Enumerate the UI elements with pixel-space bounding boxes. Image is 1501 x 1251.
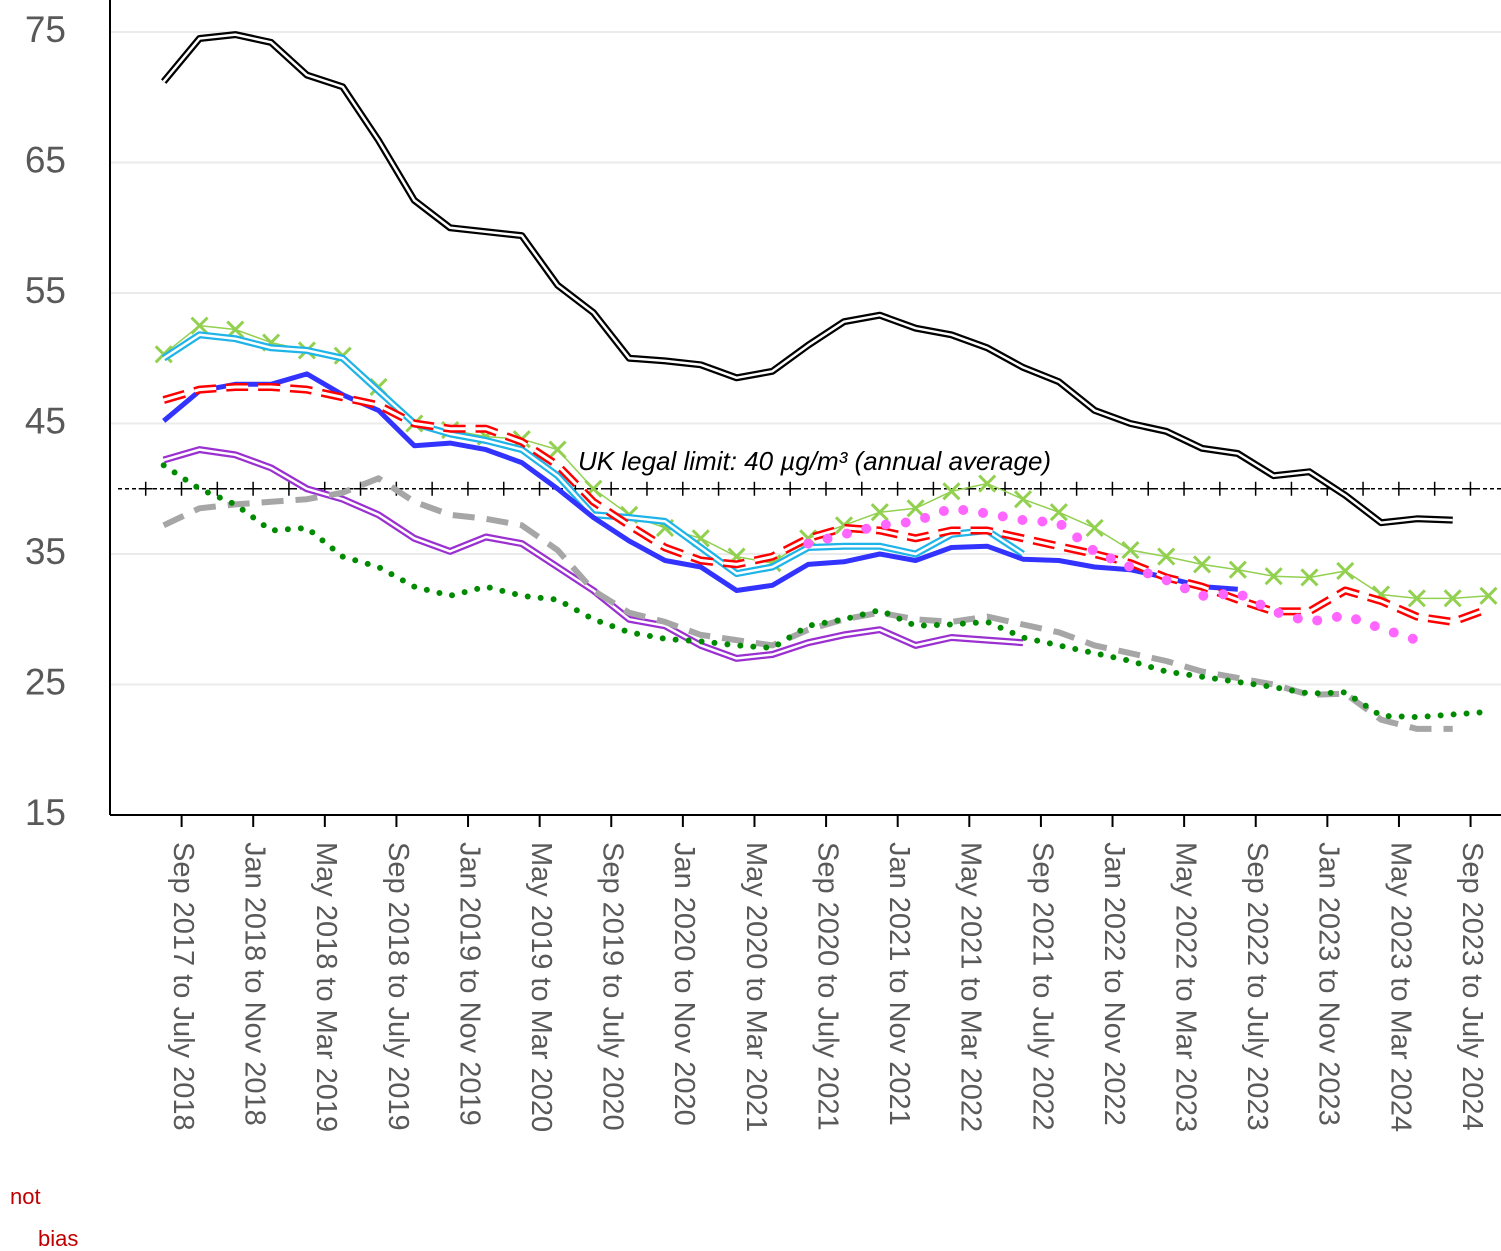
- limit-marker: [639, 481, 654, 496]
- y-tick-label: 75: [25, 9, 66, 50]
- x-tick-label: May 2022 to Mar 2023: [1169, 842, 1201, 1132]
- x-tick-label: May 2019 to Mar 2020: [525, 842, 557, 1132]
- limit-marker: [1069, 481, 1084, 496]
- y-tick-label: 35: [25, 531, 66, 572]
- x-marker: [906, 499, 925, 518]
- x-marker: [1300, 568, 1319, 587]
- series-line: [162, 475, 1453, 732]
- x-marker: [1192, 555, 1212, 574]
- x-marker: [1085, 518, 1104, 537]
- limit-marker: [1033, 481, 1048, 496]
- limit-marker: [1141, 481, 1156, 496]
- x-tick-label: Sep 2019 to July 2020: [597, 842, 629, 1131]
- x-tick-label: Sep 2018 to July 2019: [382, 842, 414, 1131]
- x-marker: [1479, 586, 1498, 605]
- limit-marker: [353, 481, 368, 496]
- x-marker: [1336, 561, 1355, 581]
- x-tick-label: May 2023 to Mar 2024: [1384, 842, 1416, 1132]
- x-tick-label: Sep 2023 to July 2024: [1456, 842, 1488, 1131]
- x-marker: [1013, 490, 1033, 509]
- limit-marker: [604, 481, 619, 496]
- limit-label: UK legal limit: 40 µg/m³ (annual average…: [578, 446, 1051, 476]
- y-tick-label: 55: [25, 270, 66, 311]
- limit-marker: [138, 481, 153, 496]
- limit-marker: [1356, 481, 1371, 496]
- limit-marker: [1284, 481, 1299, 496]
- x-marker: [942, 482, 961, 501]
- limit-marker: [1463, 481, 1478, 496]
- series-line-inner: [163, 385, 1490, 624]
- limit-marker: [747, 481, 762, 496]
- limit-marker: [1391, 481, 1406, 496]
- limit-marker: [675, 481, 690, 496]
- limit-marker: [1248, 481, 1263, 496]
- limit-marker: [890, 481, 905, 496]
- footnote: not: [10, 1184, 41, 1209]
- limit-marker: [460, 481, 475, 496]
- x-marker: [1264, 567, 1283, 586]
- x-tick-label: Jan 2019 to Nov 2019: [453, 842, 485, 1126]
- y-tick-label: 65: [25, 139, 66, 180]
- series-line-inner: [162, 33, 1453, 524]
- x-marker: [870, 503, 889, 522]
- limit-marker: [818, 481, 833, 496]
- x-tick-label: May 2020 to Mar 2021: [740, 842, 772, 1132]
- limit-marker: [1177, 481, 1192, 496]
- x-marker: [1121, 541, 1140, 560]
- limit-marker: [1427, 481, 1442, 496]
- limit-marker: [532, 481, 547, 496]
- y-tick-label: 45: [25, 400, 66, 441]
- series-line-inner: [163, 448, 1024, 660]
- x-marker: [1157, 547, 1176, 566]
- x-tick-label: Sep 2021 to July 2022: [1026, 842, 1058, 1131]
- limit-marker: [210, 481, 225, 496]
- x-tick-label: Sep 2017 to July 2018: [167, 842, 199, 1131]
- limit-marker: [425, 481, 440, 496]
- limit-marker: [174, 481, 189, 496]
- limit-marker: [1212, 481, 1227, 496]
- x-tick-label: Jan 2022 to Nov 2022: [1098, 842, 1130, 1126]
- y-tick-label: 25: [25, 661, 66, 702]
- x-marker: [978, 474, 997, 493]
- x-tick-label: Jan 2023 to Nov 2023: [1313, 842, 1345, 1126]
- x-marker: [548, 440, 567, 459]
- x-tick-label: Sep 2020 to July 2021: [811, 842, 843, 1131]
- limit-marker: [783, 481, 798, 496]
- limit-marker: [246, 481, 261, 496]
- limit-marker: [281, 481, 296, 496]
- limit-marker: [926, 481, 941, 496]
- limit-marker: [496, 481, 511, 496]
- x-marker: [190, 316, 209, 335]
- footnote: bias: [38, 1226, 78, 1251]
- y-tick-label: 15: [25, 792, 66, 833]
- x-tick-label: Jan 2020 to Nov 2020: [668, 842, 700, 1126]
- x-tick-label: May 2021 to Mar 2022: [955, 842, 987, 1132]
- x-tick-label: Jan 2018 to Nov 2018: [239, 842, 271, 1126]
- limit-marker: [711, 481, 726, 496]
- x-marker: [1407, 589, 1426, 608]
- series-line: [160, 462, 1492, 721]
- x-tick-label: Sep 2022 to July 2023: [1241, 842, 1273, 1131]
- x-marker: [1443, 589, 1462, 608]
- x-tick-label: Jan 2021 to Nov 2021: [883, 842, 915, 1126]
- x-tick-label: May 2018 to Mar 2019: [310, 842, 342, 1132]
- x-marker: [1049, 503, 1068, 522]
- limit-marker: [1105, 481, 1120, 496]
- series-line: [803, 503, 1422, 646]
- x-marker: [1228, 560, 1247, 579]
- limit-marker: [854, 481, 869, 496]
